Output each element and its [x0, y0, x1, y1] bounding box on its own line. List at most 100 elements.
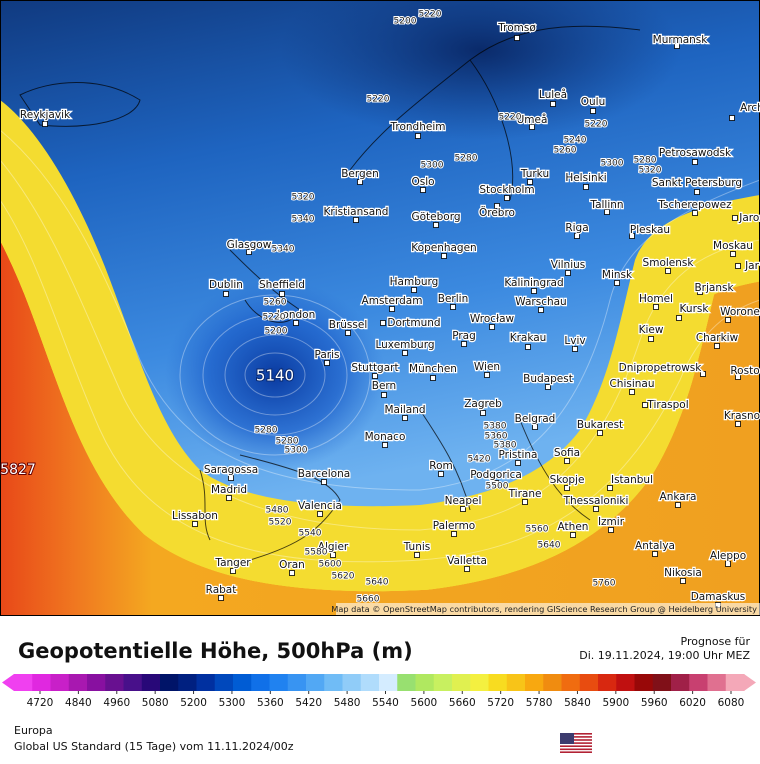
city-label: Kristiansand	[324, 206, 389, 218]
city-label: Podgorica	[470, 469, 522, 481]
city-marker	[574, 233, 580, 239]
us-flag	[560, 733, 592, 753]
contour-label: 5380	[494, 441, 517, 451]
city-label: Rabat	[206, 584, 237, 596]
colorbar-swatch	[707, 674, 727, 691]
city-label: Tanger	[214, 557, 251, 569]
city-label: München	[409, 363, 457, 375]
city-label: Oulu	[581, 96, 606, 108]
colorbar-swatch	[671, 674, 690, 691]
city-label: Palermo	[433, 520, 475, 532]
city-label: Kursk	[680, 303, 710, 315]
city-marker	[538, 307, 544, 313]
city-label: Luxemburg	[375, 339, 434, 351]
city-marker	[345, 330, 351, 336]
city-label: Wien	[474, 361, 500, 373]
city-marker	[527, 179, 533, 185]
low-pressure	[165, 280, 385, 470]
colorbar-swatch	[269, 674, 289, 691]
colorbar-label: 5300	[219, 697, 246, 709]
colorbar-swatch	[616, 674, 635, 691]
city-label: Istanbul	[611, 474, 653, 486]
city-label: Örebro	[479, 206, 515, 219]
city-label: Pristina	[499, 449, 538, 461]
city-marker	[590, 108, 596, 114]
city-label: Tiraspol	[646, 399, 688, 411]
city-label: Worone	[720, 306, 760, 318]
title: Geopotentielle Höhe, 500hPa (m)	[18, 639, 413, 663]
high-label: 5827	[0, 462, 36, 478]
city-label: Murmansk	[653, 34, 709, 46]
city-marker	[324, 360, 330, 366]
city-label: Bergen	[341, 168, 379, 180]
colorbar-label: 4840	[65, 697, 92, 709]
colorbar-swatch	[123, 674, 143, 691]
city-label: Stuttgart	[351, 362, 398, 374]
city-label: Sheffield	[259, 279, 305, 291]
city-label: Petrosawodsk	[659, 147, 732, 159]
colorbar-swatch	[598, 674, 617, 691]
city-marker	[572, 346, 578, 352]
city-label: Warschau	[515, 296, 566, 308]
city-label: Mailand	[384, 404, 425, 416]
city-marker	[550, 101, 556, 107]
city-label: Helsinki	[565, 172, 606, 184]
colorbar-swatch	[725, 674, 745, 691]
colorbar-label: 4720	[27, 697, 54, 709]
city-label: Paris	[315, 349, 340, 361]
city-label: Kaliningrad	[504, 277, 563, 289]
city-label: Dublin	[209, 279, 243, 291]
city-marker	[735, 263, 741, 269]
contour-label: 5240	[564, 136, 587, 146]
city-label: Valencia	[298, 500, 342, 512]
colorbar-swatch	[160, 674, 179, 691]
contour-label: 5340	[292, 215, 315, 225]
contour-label: 5340	[272, 245, 295, 255]
city-marker	[653, 304, 659, 310]
colorbar-swatch	[506, 674, 526, 691]
city-marker	[451, 531, 457, 537]
city-label: Reykjavik	[20, 109, 71, 121]
city-marker	[484, 372, 490, 378]
city-marker	[246, 249, 252, 255]
city-label: Sankt Petersburg	[652, 177, 742, 189]
city-marker	[522, 499, 528, 505]
city-marker	[389, 306, 395, 312]
contour-label: 5200	[265, 327, 288, 337]
city-marker	[461, 341, 467, 347]
city-marker	[223, 291, 229, 297]
colorbar-swatch	[32, 674, 51, 691]
colorbar-swatch	[68, 674, 88, 691]
city-marker	[228, 475, 234, 481]
city-label: Krakau	[510, 332, 547, 344]
city-marker	[652, 551, 658, 557]
contour-label: 5260	[264, 298, 287, 308]
colorbar-label: 5720	[487, 697, 514, 709]
city-marker	[583, 184, 589, 190]
colorbar-label: 5080	[142, 697, 169, 709]
attribution-bg	[336, 603, 760, 615]
city-label: Jaros	[738, 212, 760, 224]
colorbar-swatch	[433, 674, 453, 691]
city-label: Valletta	[447, 555, 487, 567]
colorbar-label: 5660	[449, 697, 476, 709]
contour-label: 5260	[554, 146, 577, 156]
city-marker	[674, 43, 680, 49]
city-label: Tscherepowez	[657, 199, 732, 211]
city-label: Monaco	[365, 431, 406, 443]
city-marker	[192, 521, 198, 527]
contour-label: 5300	[421, 161, 444, 171]
city-label: Oslo	[411, 176, 434, 188]
city-label: Thessaloniki	[563, 495, 629, 507]
city-marker	[531, 288, 537, 294]
city-marker	[330, 552, 336, 558]
city-marker	[402, 415, 408, 421]
city-marker	[529, 124, 535, 130]
city-marker	[730, 251, 736, 257]
colorbar-label: 5540	[372, 697, 399, 709]
colorbar-swatch	[379, 674, 398, 691]
city-label: Chisinau	[609, 378, 654, 390]
city-label: Prag	[452, 330, 476, 342]
coastlines	[19, 25, 641, 561]
